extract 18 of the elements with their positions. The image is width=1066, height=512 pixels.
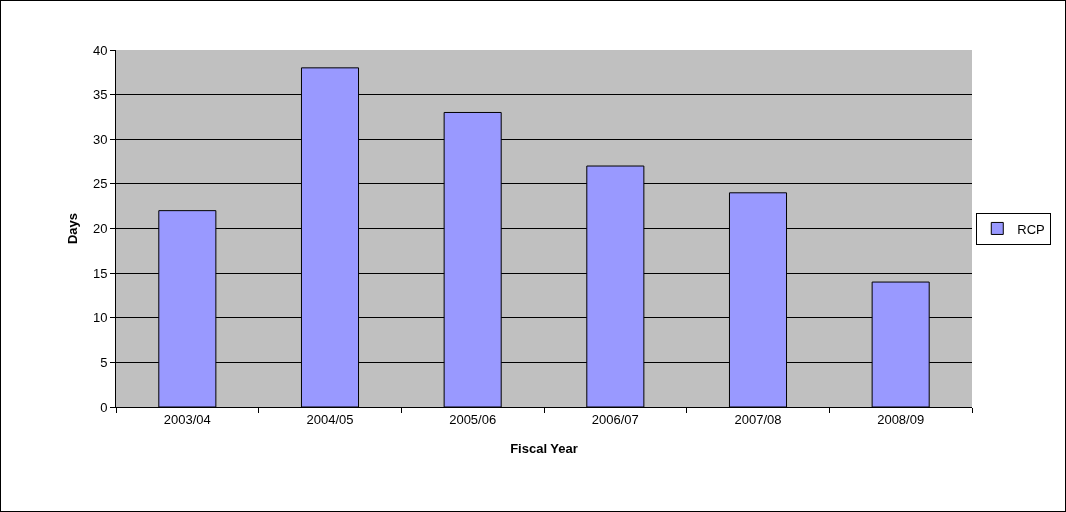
x-tick-label: 2006/07: [591, 411, 639, 427]
y-tick-label: 35: [92, 87, 108, 103]
legend-label: RCP: [1017, 221, 1045, 237]
x-axis-title: Fiscal Year: [510, 441, 578, 457]
x-tick-label: 2007/08: [734, 411, 782, 427]
x-tick-label: 2005/06: [449, 411, 497, 427]
y-tick-label: 25: [92, 176, 108, 192]
y-tick-label: 15: [92, 265, 108, 281]
y-tick-label: 10: [92, 310, 108, 326]
x-tick-label: 2008/09: [877, 411, 925, 427]
y-tick-label: 30: [92, 131, 108, 147]
x-tick-label: 2003/04: [163, 411, 211, 427]
y-tick-label: 40: [92, 42, 108, 58]
y-tick-label: 5: [100, 354, 108, 370]
y-axis-title: Days: [64, 212, 80, 245]
y-tick-label: 20: [92, 221, 108, 237]
y-tick-label: 0: [100, 399, 108, 415]
x-tick-label: 2004/05: [306, 411, 354, 427]
